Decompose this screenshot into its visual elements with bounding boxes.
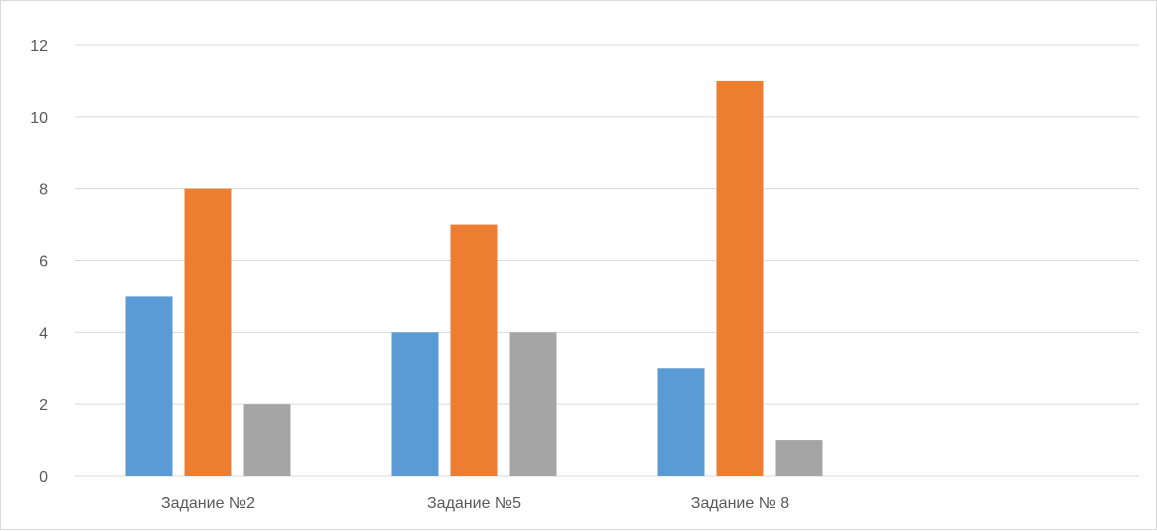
bar [184, 188, 232, 476]
bar [125, 296, 173, 476]
bars [125, 80, 823, 477]
y-tick-label: 8 [39, 182, 48, 199]
y-axis-ticks: 0 2 4 6 8 10 12 [30, 38, 48, 486]
x-axis-ticks: Задание №2 Задание №5 Задание № 8 [161, 495, 789, 512]
x-tick-label: Задание №2 [161, 495, 255, 512]
bar [243, 404, 291, 476]
bar [450, 224, 498, 476]
y-tick-label: 0 [39, 469, 48, 486]
y-tick-label: 6 [39, 254, 48, 271]
bar [716, 80, 764, 477]
y-tick-label: 2 [39, 397, 48, 414]
x-tick-label: Задание № 8 [691, 495, 790, 512]
gridlines [75, 44, 1139, 477]
y-tick-label: 12 [30, 38, 48, 55]
bar [775, 440, 823, 476]
x-tick-label: Задание №5 [427, 495, 521, 512]
y-tick-label: 4 [39, 325, 48, 342]
y-tick-label: 10 [30, 110, 48, 127]
bar [391, 332, 439, 476]
bar [657, 368, 705, 476]
bar [509, 332, 557, 476]
